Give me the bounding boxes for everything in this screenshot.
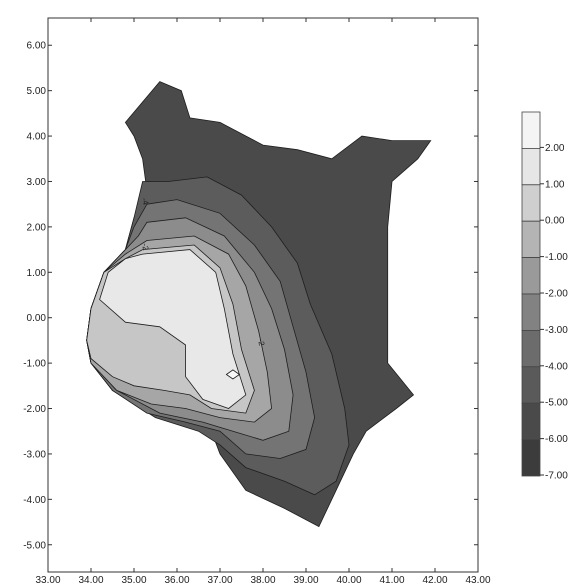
contour-regions [86,81,432,528]
legend-label: 1.00 [545,179,565,190]
legend-label: 2.00 [545,143,565,154]
y-tick-label: 3.00 [27,177,47,188]
y-tick-label: -1.00 [23,359,46,370]
x-tick-label: 36.00 [164,575,189,586]
x-tick-label: 40.00 [336,575,361,586]
y-tick-label: 4.00 [27,132,47,143]
legend-swatch [521,402,541,441]
legend-swatch [521,111,541,149]
legend: 2.00 1.00 0.00 -1.00 -2.00 -3.00 -4.00 -5.00 -6.… [521,111,568,482]
x-tick-label: 41.00 [379,575,404,586]
contour-region [99,249,247,409]
legend-label: -7.00 [545,471,568,482]
x-tick-label: 33.00 [35,575,60,586]
legend-label: -5.00 [545,398,568,409]
x-tick-label: 39.00 [293,575,318,586]
legend-label: -6.00 [545,434,568,445]
contour-labels: -4 -2 -2 [140,197,267,347]
x-tick-label: 38.00 [250,575,275,586]
legend-label: -1.00 [545,252,568,263]
contour-region [225,369,241,380]
y-tick-label: 1.00 [27,268,47,279]
legend-swatch [521,257,541,295]
legend-label: -2.00 [545,289,568,300]
contour-label: -4 [140,197,151,207]
y-tick-label: -4.00 [23,495,46,506]
legend-swatch [521,220,541,258]
legend-label: -3.00 [545,325,568,336]
legend-swatch [521,366,541,404]
x-axis: 33.00 34.00 35.00 36.00 37.00 38.00 39.00 40.00… [35,18,491,586]
y-tick-label: -3.00 [23,449,46,460]
y-axis: 6.00 5.00 4.00 3.00 2.00 1.00 0.00 -1.00 -2.00 -3… [23,41,478,551]
legend-swatch [521,329,541,368]
x-tick-label: 42.00 [422,575,447,586]
x-tick-label: 35.00 [121,575,146,586]
legend-swatch [521,293,541,331]
legend-swatch [521,147,541,186]
y-tick-label: -5.00 [23,540,46,551]
y-tick-label: 0.00 [27,313,47,324]
x-tick-label: 34.00 [78,575,103,586]
contour-label: -2 [256,338,266,347]
y-tick-label: 2.00 [27,222,47,233]
y-tick-label: -2.00 [23,404,46,415]
legend-swatch [521,184,541,222]
y-tick-label: 5.00 [27,86,47,97]
x-tick-label: 37.00 [207,575,232,586]
x-tick-label: 43.00 [465,575,490,586]
legend-label: 0.00 [545,216,565,227]
legend-swatch [521,439,541,477]
y-tick-label: 6.00 [27,41,47,52]
contour-label: -2 [140,243,150,252]
legend-label: -4.00 [545,361,568,372]
